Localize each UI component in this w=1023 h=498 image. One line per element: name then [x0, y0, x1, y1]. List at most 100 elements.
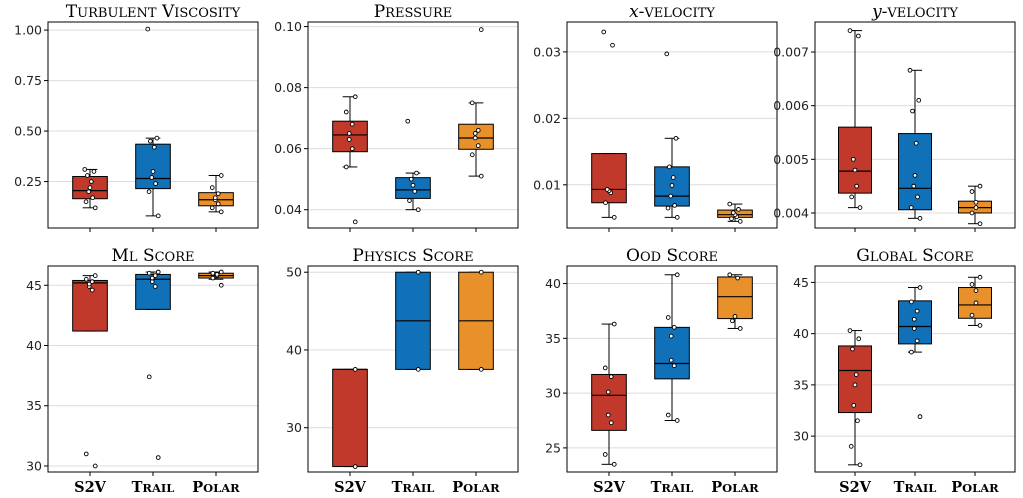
panel-title: PHYSICS SCORE: [352, 246, 473, 266]
data-point: [349, 121, 355, 127]
data-point: [83, 276, 89, 282]
data-point: [664, 51, 670, 57]
data-point: [912, 173, 918, 178]
data-point: [87, 185, 93, 190]
x-tick-label: POLAR: [951, 479, 999, 496]
panel-title: PRESSURE: [374, 2, 453, 22]
data-point: [415, 207, 421, 213]
y-tick-label: 45: [26, 278, 42, 293]
y-tick-label: 30: [793, 429, 809, 444]
data-point: [469, 100, 475, 106]
data-point: [969, 189, 975, 194]
data-point: [853, 372, 859, 377]
data-point: [218, 173, 224, 178]
data-point: [847, 28, 853, 33]
data-point: [151, 144, 157, 150]
data-point: [852, 382, 858, 388]
data-point: [83, 451, 89, 457]
panel-7: 25 30 35 40 S2V TRAIL POLAR OOD SCORE: [545, 246, 778, 496]
data-point: [914, 338, 920, 344]
panel-3: 0.01 0.02 0.03 x-VELOCITY: [533, 2, 778, 232]
data-point: [671, 363, 677, 369]
x-tick-label: S2V: [74, 479, 107, 496]
data-point: [210, 275, 216, 281]
data-point: [857, 462, 863, 468]
data-point: [209, 185, 215, 190]
box-trail: [898, 133, 932, 211]
data-point: [977, 323, 983, 328]
box-trail: [898, 300, 932, 345]
data-point: [857, 205, 863, 210]
data-point: [218, 269, 224, 275]
data-point: [854, 183, 860, 189]
x-tick-label: S2V: [334, 479, 367, 496]
panel-title: y-VELOCITY: [871, 2, 958, 22]
data-point: [911, 183, 917, 189]
data-point: [146, 374, 152, 380]
data-point: [146, 189, 152, 194]
data-point: [973, 205, 979, 210]
data-point: [218, 209, 224, 215]
y-tick-label: 50: [286, 265, 302, 280]
box-trail: [135, 143, 171, 190]
data-point: [668, 357, 674, 363]
data-point: [850, 346, 855, 352]
data-point: [83, 199, 89, 205]
data-point: [148, 138, 153, 144]
panel-1: 0.25 0.50 0.75 1.00 TURBULENT VISCOSITY: [14, 2, 259, 232]
data-point: [851, 403, 857, 408]
data-point: [673, 135, 679, 141]
data-point: [667, 164, 672, 170]
data-point: [727, 272, 733, 278]
data-point: [478, 27, 484, 32]
data-point: [973, 288, 979, 293]
data-point: [218, 282, 224, 288]
data-point: [669, 183, 675, 188]
y-tick-label: 40: [286, 342, 302, 357]
data-point: [604, 187, 610, 192]
panel-title: ML SCORE: [111, 246, 194, 266]
data-point: [911, 316, 917, 322]
data-point: [907, 67, 913, 73]
data-point: [913, 140, 919, 146]
panel-title: OOD SCORE: [626, 246, 718, 266]
y-tick-label: 25: [545, 440, 561, 455]
x-tick-label: POLAR: [192, 479, 240, 496]
data-point: [153, 181, 158, 186]
data-point: [732, 314, 738, 319]
panel-title: GLOBAL SCORE: [856, 246, 973, 266]
data-point: [343, 164, 349, 170]
y-tick-label: 0.007: [773, 45, 809, 60]
panel-6: 30 40 50 S2V TRAIL POLAR PHYSICS SCORE: [286, 246, 519, 496]
data-point: [977, 221, 983, 227]
data-point: [674, 215, 680, 220]
data-point: [849, 194, 855, 200]
data-point: [469, 152, 475, 158]
data-point: [478, 173, 484, 179]
data-point: [414, 170, 419, 176]
data-point: [917, 285, 923, 290]
y-tick-label: 0.02: [533, 111, 561, 126]
data-point: [352, 367, 358, 372]
y-tick-label: 0.75: [14, 73, 42, 88]
y-tick-label: 0.004: [773, 205, 809, 220]
y-tick-label: 30: [286, 420, 302, 435]
data-point: [602, 365, 608, 371]
y-tick-label: 40: [545, 276, 561, 291]
data-point: [611, 461, 617, 467]
data-point: [92, 205, 98, 211]
data-point: [908, 205, 914, 210]
data-point: [914, 308, 920, 314]
data-point: [852, 167, 858, 173]
box-polar: [717, 276, 753, 320]
data-point: [478, 269, 484, 275]
data-point: [668, 193, 674, 199]
data-point: [408, 176, 414, 182]
data-point: [82, 167, 88, 172]
data-point: [674, 272, 680, 278]
y-tick-label: 0.08: [274, 80, 302, 95]
data-point: [735, 275, 740, 281]
x-tick-label: S2V: [593, 479, 626, 496]
data-point: [472, 131, 478, 136]
data-point: [736, 207, 741, 212]
